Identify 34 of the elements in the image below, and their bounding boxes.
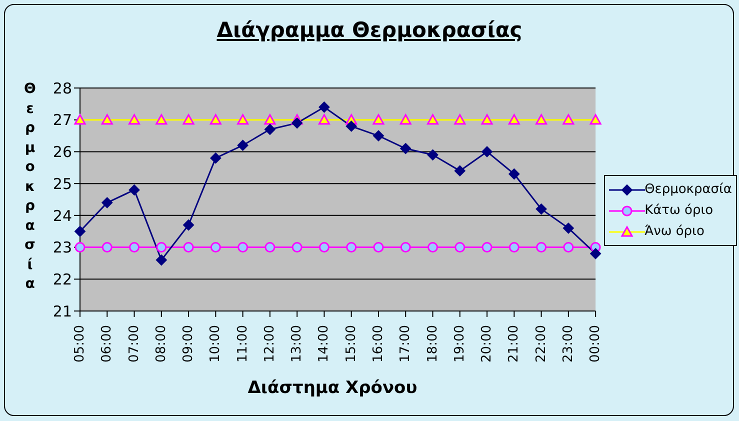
x-tick-label: 06:00 — [100, 325, 115, 362]
x-tick-label: 20:00 — [480, 325, 495, 362]
x-tick-label: 23:00 — [560, 325, 576, 362]
chart-title: Διάγραμμα Θερμοκρασίας — [216, 18, 524, 42]
text: Θερμοκρασία — [24, 81, 36, 292]
x-tick-label: 17:00 — [398, 325, 414, 362]
y-tick-label: 26 — [52, 143, 72, 162]
y-tick-label: 25 — [52, 174, 72, 193]
x-tick-label: 15:00 — [344, 325, 359, 362]
x-tick-label: 07:00 — [126, 325, 142, 362]
x-tick-label: 10:00 — [208, 325, 224, 362]
x-tick-label: 00:00 — [588, 325, 604, 362]
x-tick-label: 14:00 — [316, 325, 332, 362]
y-tick-label: 28 — [52, 79, 72, 98]
x-tick-label: 09:00 — [181, 325, 196, 362]
legend-label: Άνω όριο — [644, 224, 704, 239]
x-tick-label: 08:00 — [154, 325, 169, 362]
x-tick-label: 16:00 — [370, 325, 386, 362]
x-tick-label: 19:00 — [452, 325, 468, 362]
x-tick-label: 05:00 — [72, 325, 88, 362]
x-tick-label: 12:00 — [262, 325, 278, 362]
y-tick-label: 22 — [52, 270, 72, 288]
x-tick-label: 22:00 — [534, 325, 549, 362]
x-tick-label: 11:00 — [235, 325, 250, 362]
y-tick-label: 27 — [52, 111, 72, 130]
x-tick-label: 18:00 — [425, 325, 440, 362]
y-tick-label: 23 — [52, 238, 72, 257]
x-axis-title: Διάστημα Χρόνου — [246, 378, 418, 398]
legend-label: Κάτω όριο — [644, 203, 714, 218]
legend-label: Θερμοκρασία — [644, 182, 732, 197]
y-tick-label: 21 — [52, 302, 72, 320]
x-tick-label: 13:00 — [290, 325, 305, 362]
x-tick-label: 21:00 — [506, 325, 522, 362]
y-tick-label: 24 — [52, 206, 72, 225]
